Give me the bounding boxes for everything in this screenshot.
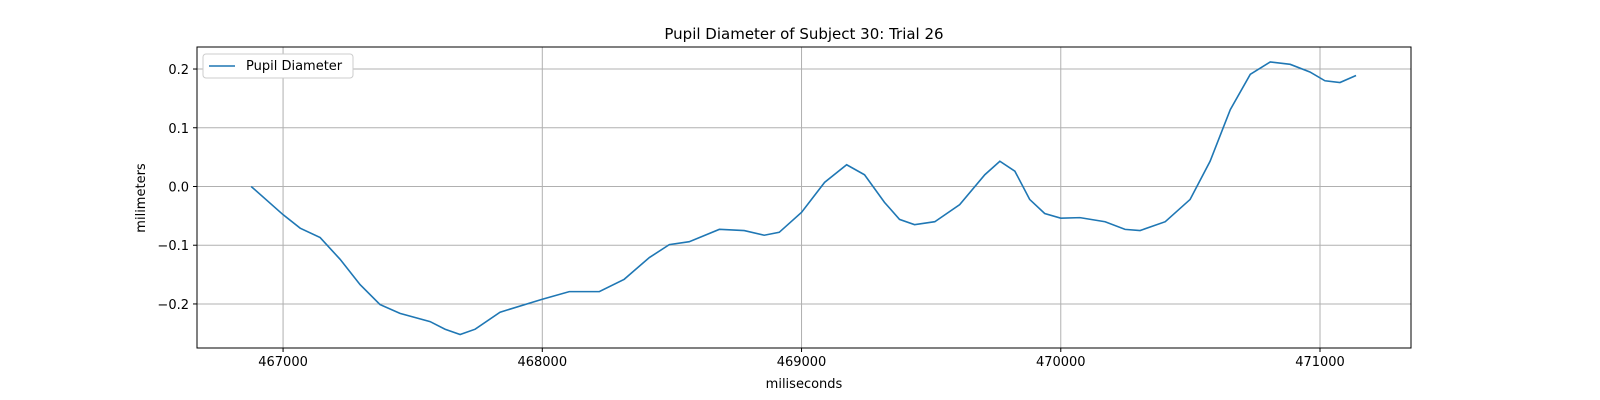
- chart-title: Pupil Diameter of Subject 30: Trial 26: [664, 25, 943, 43]
- legend-box: [202, 53, 354, 79]
- x-tick-label: 469000: [777, 355, 827, 370]
- y-tick-label: −0.2: [157, 298, 189, 313]
- legend-label: Pupil Diameter: [246, 59, 343, 74]
- x-tick-label: 470000: [1036, 355, 1086, 370]
- x-tick-label: 467000: [258, 355, 308, 370]
- y-axis-label: milimeters: [134, 163, 149, 233]
- plot-frame: [196, 46, 1412, 349]
- x-tick-label: 468000: [517, 355, 567, 370]
- y-tick-label: 0.1: [168, 122, 189, 137]
- y-tick-label: 0.2: [168, 63, 189, 78]
- y-tick-label: −0.1: [157, 239, 189, 254]
- data-line: [250, 61, 1357, 336]
- y-tick-label: 0.0: [168, 180, 189, 195]
- x-tick-label: 471000: [1295, 355, 1345, 370]
- x-axis-label: miliseconds: [766, 377, 843, 392]
